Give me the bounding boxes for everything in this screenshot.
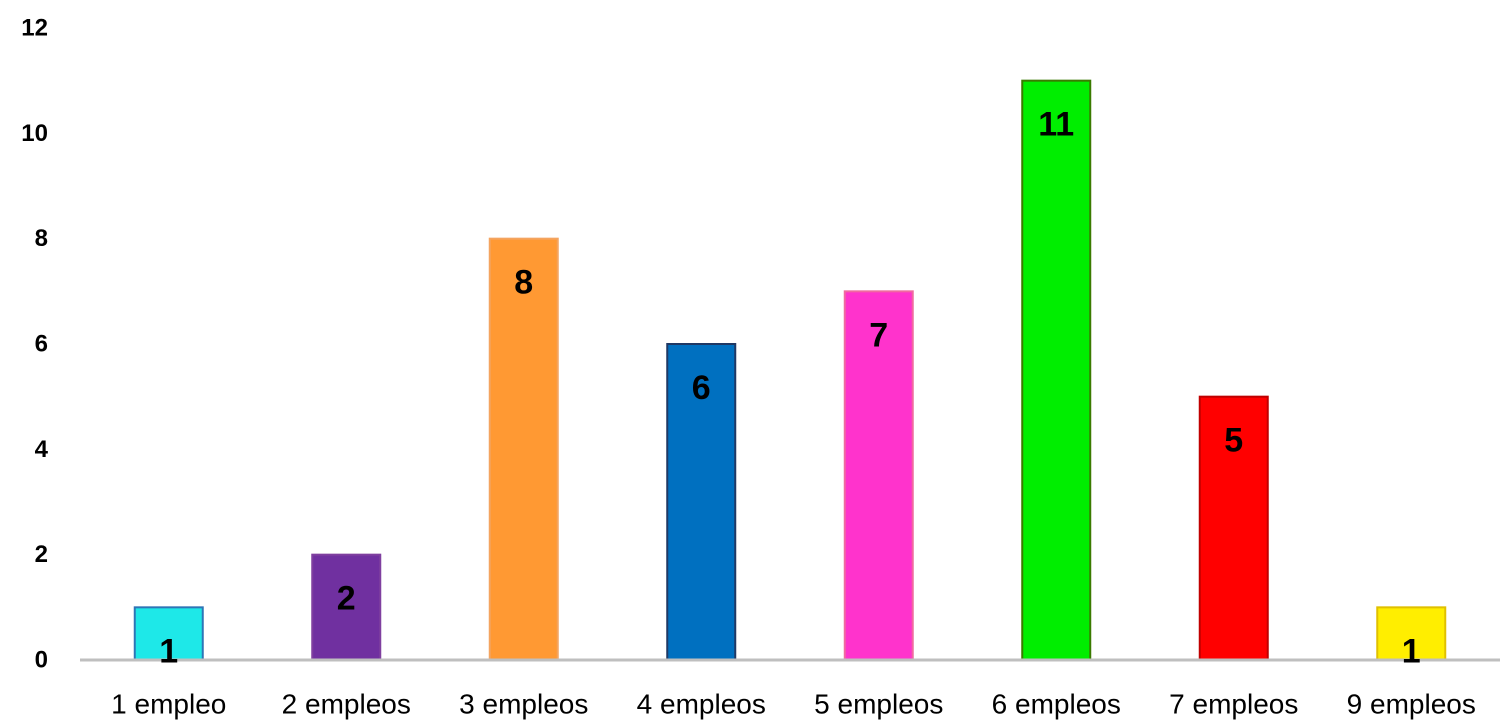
bar — [843, 290, 914, 661]
y-tick-label: 8 — [35, 225, 48, 252]
bar-data-label: 5 — [1224, 422, 1243, 460]
bars-group — [133, 79, 1447, 662]
data-labels-group: 1 2 8 6 7 11 5 1 — [159, 106, 1420, 671]
y-tick-label: 10 — [21, 120, 48, 147]
bar-data-label: 2 — [337, 580, 356, 618]
x-tick-label: 3 empleos — [459, 689, 588, 720]
bar — [1376, 606, 1447, 661]
x-tick-label: 5 empleos — [814, 689, 943, 720]
bar — [133, 606, 204, 661]
y-tick-label: 12 — [21, 15, 48, 42]
x-axis-ticks: 1 empleo 2 empleos 3 empleos 4 empleos 5 emp… — [111, 689, 1476, 720]
y-tick-label: 0 — [35, 647, 48, 674]
y-tick-label: 4 — [35, 436, 49, 463]
x-tick-label: 7 empleos — [1169, 689, 1298, 720]
bar — [488, 237, 559, 662]
bar-data-label: 11 — [1038, 106, 1074, 144]
bar — [311, 553, 382, 662]
x-tick-label: 9 empleos — [1347, 689, 1476, 720]
bar-data-label: 1 — [1402, 632, 1421, 670]
x-tick-label: 4 empleos — [637, 689, 766, 720]
bar-data-label: 1 — [159, 632, 178, 670]
bar-data-label: 7 — [869, 316, 888, 354]
y-axis-ticks: 0 2 4 6 8 10 12 — [21, 15, 48, 674]
y-tick-label: 2 — [35, 541, 48, 568]
x-tick-label: 6 empleos — [992, 689, 1121, 720]
x-tick-label: 1 empleo — [111, 689, 226, 720]
bar — [666, 343, 737, 661]
bar — [1021, 79, 1092, 661]
bar-data-label: 8 — [514, 264, 533, 302]
y-tick-label: 6 — [35, 331, 48, 358]
x-tick-label: 2 empleos — [282, 689, 411, 720]
bar-data-label: 6 — [692, 369, 711, 407]
